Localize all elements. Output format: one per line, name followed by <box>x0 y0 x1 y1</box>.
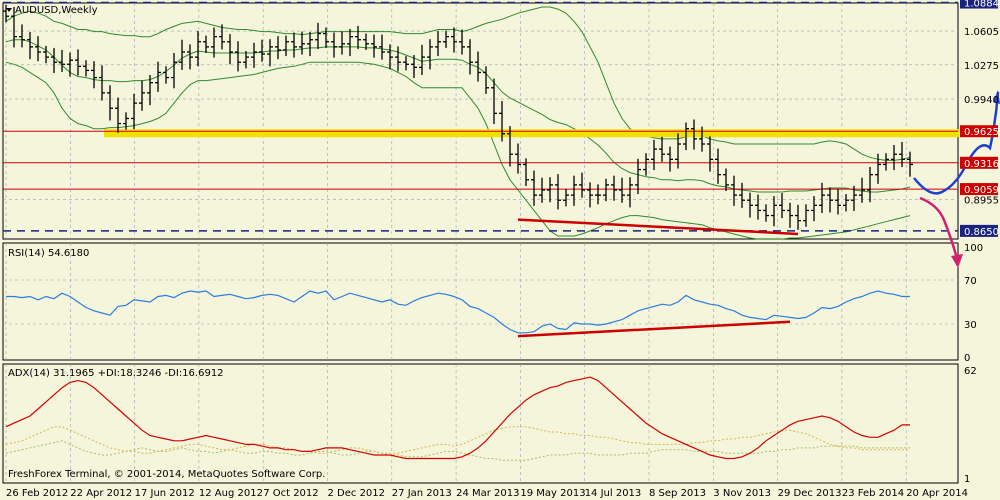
forecast-up-arrow-icon <box>993 90 1000 104</box>
rsi-line <box>6 290 910 334</box>
bollinger-mid <box>5 39 911 193</box>
rsi-tick-label: 30 <box>964 320 977 331</box>
rsi-tick-label: 0 <box>964 353 970 364</box>
forecast-down-arrow-icon <box>951 254 963 268</box>
rsi-divergence-line <box>517 320 791 338</box>
price-tick-label: 1.0275 <box>964 61 999 72</box>
copyright-text: FreshForex Terminal, © 2001-2014, MetaQu… <box>8 469 325 480</box>
price-tick-label: 1.0605 <box>964 27 999 38</box>
support-band <box>104 129 959 138</box>
x-tick-label: 3 Nov 2013 <box>713 488 771 499</box>
price-label: 0.8650 <box>964 227 999 238</box>
adx-panel <box>2 363 959 484</box>
x-tick-label: 2 Dec 2012 <box>328 488 386 499</box>
adx-title: ADX(14) 31.1965 +DI:18.3246 -DI:16.6912 <box>8 368 224 379</box>
x-tick-label: 23 Feb 2014 <box>842 488 904 499</box>
x-tick-label: 8 Sep 2013 <box>649 488 706 499</box>
x-tick-label: 14 Jul 2013 <box>585 488 642 499</box>
rsi-panel <box>2 242 959 361</box>
price-divergence-line <box>517 218 799 236</box>
bollinger-lower <box>5 61 911 240</box>
dropdown-triangle-icon[interactable] <box>6 8 12 12</box>
forecast-down-curve <box>919 196 960 263</box>
rsi-layers <box>6 290 910 338</box>
bollinger-upper <box>5 6 911 161</box>
x-tick-label: 26 Feb 2012 <box>6 488 68 499</box>
x-tick-label: 20 Apr 2014 <box>906 488 968 499</box>
price-label-bg <box>960 125 998 138</box>
price-tick-label: 0.8955 <box>964 196 999 207</box>
x-tick-label: 24 Mar 2013 <box>456 488 519 499</box>
di-plus-line <box>5 440 910 461</box>
x-tick-label: 22 Apr 2012 <box>70 488 132 499</box>
adx-tick-label: 62 <box>964 366 977 377</box>
adx-tick-label: 1 <box>964 474 970 485</box>
rsi-tick-label: 100 <box>964 243 983 254</box>
price-layers <box>3 1 1000 268</box>
x-tick-label: 17 Jun 2012 <box>135 488 195 499</box>
price-label-bg <box>960 224 998 237</box>
x-tick-label: 12 Aug 2012 <box>199 488 263 499</box>
price-tick-label: 0.9940 <box>964 95 999 106</box>
grid <box>3 3 958 483</box>
x-tick-label: 27 Jan 2013 <box>392 488 452 499</box>
adx-line <box>5 376 910 460</box>
axis-labels: 26 Feb 2012 22 Apr 2012 17 Jun 2012 12 Aug … <box>6 0 999 499</box>
price-label-bg <box>960 0 998 9</box>
x-tick-label: 19 May 2013 <box>520 488 585 499</box>
price-label: 1.0884 <box>964 0 999 10</box>
price-label: 0.9059 <box>964 185 999 196</box>
price-label: 0.9316 <box>964 159 999 170</box>
price-label: 0.9625 <box>964 127 999 138</box>
chart-title: AUDUSD,Weekly <box>15 5 98 16</box>
rsi-tick-label: 70 <box>964 276 977 287</box>
rsi-title: RSI(14) 54.6180 <box>8 248 89 259</box>
x-tick-label: 7 Oct 2012 <box>263 488 318 499</box>
price-label-bg <box>960 156 998 169</box>
adx-layers <box>5 376 910 461</box>
price-panel <box>2 2 959 240</box>
price-label-bg <box>960 183 998 196</box>
di-minus-line <box>5 426 910 454</box>
x-tick-label: 29 Dec 2013 <box>778 488 842 499</box>
